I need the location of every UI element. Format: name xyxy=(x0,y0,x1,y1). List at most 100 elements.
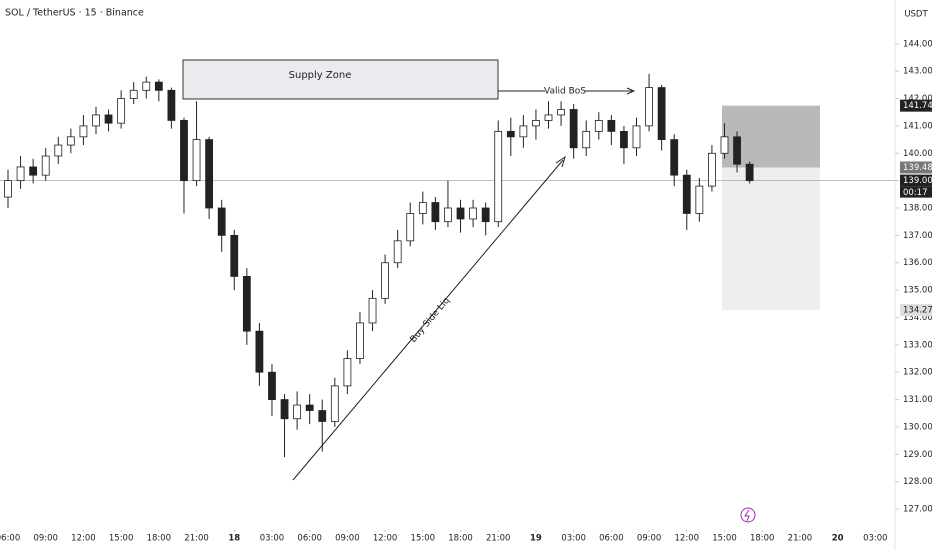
x-tick-label: 06:00 xyxy=(599,534,624,544)
candle-body xyxy=(431,202,440,223)
candle-body xyxy=(569,109,578,149)
candle-body xyxy=(670,139,679,176)
event-icon xyxy=(740,507,756,523)
candle-body xyxy=(16,166,25,182)
candle-body xyxy=(406,213,415,242)
candle-body xyxy=(330,385,339,422)
x-tick-label: 18:00 xyxy=(147,534,172,544)
y-tick-label: 141.00 xyxy=(903,121,932,131)
candle-body xyxy=(192,139,201,182)
x-tick-label: 18 xyxy=(228,534,240,544)
x-tick-label: 19 xyxy=(530,534,542,544)
x-tick-label: 21:00 xyxy=(184,534,209,544)
candle-body xyxy=(544,114,553,121)
candle-body xyxy=(66,136,75,146)
event-icon xyxy=(744,509,750,522)
candle-body xyxy=(230,234,239,277)
candle-body xyxy=(255,330,264,373)
candle-body xyxy=(318,410,327,422)
y-tick-label: 128.00 xyxy=(903,477,932,487)
x-tick-label: 06:00 xyxy=(0,534,20,544)
candle-body xyxy=(582,130,591,149)
candle-body xyxy=(682,174,691,214)
candle-body xyxy=(481,207,490,223)
candle-body xyxy=(393,240,402,264)
y-tick-label: 136.00 xyxy=(903,258,932,268)
liq-line xyxy=(292,159,564,481)
x-tick-label: 18:00 xyxy=(448,534,473,544)
candle-body xyxy=(594,120,603,132)
supply-zone: Supply Zone xyxy=(182,59,499,100)
countdown: 00:17 xyxy=(903,188,928,198)
candle-body xyxy=(645,87,653,127)
price-label: 141.74 xyxy=(903,101,932,111)
candle-body xyxy=(129,89,138,99)
candle-body xyxy=(104,114,113,124)
annotation: Supply Zone xyxy=(289,70,352,81)
candle-body xyxy=(154,81,163,91)
candle-body xyxy=(343,358,352,387)
y-tick-label: 140.00 xyxy=(903,149,932,159)
candle-body xyxy=(142,81,151,91)
price-label-bg xyxy=(900,304,932,317)
candle-body xyxy=(180,120,188,182)
candle-body xyxy=(418,202,427,214)
y-tick-label: 130.00 xyxy=(903,422,932,432)
y-tick-label: 132.00 xyxy=(903,368,932,378)
price-label: 139.48 xyxy=(903,163,932,173)
y-tick-label: 138.00 xyxy=(903,204,932,214)
currency: USDT xyxy=(904,10,928,20)
x-tick-label: 03:00 xyxy=(863,534,888,544)
x-tick-label: 09:00 xyxy=(637,534,662,544)
candle-body xyxy=(506,130,515,138)
candle-body xyxy=(745,163,754,182)
x-tick-label: 03:00 xyxy=(561,534,586,544)
x-tick-label: 21:00 xyxy=(788,534,813,544)
candle-body xyxy=(381,262,390,299)
y-tick-label: 137.00 xyxy=(903,231,932,241)
candle-body xyxy=(217,207,226,236)
candle-body xyxy=(519,125,528,138)
y-tick-label: 131.00 xyxy=(903,395,932,405)
candle-body xyxy=(444,207,452,223)
candle-body xyxy=(720,136,729,154)
candle-body xyxy=(54,144,63,157)
x-tick-label: 15:00 xyxy=(712,534,737,544)
candle-body xyxy=(708,152,716,187)
liq-arrow xyxy=(555,155,566,168)
candle-body xyxy=(657,87,666,140)
price-label: 139.00 xyxy=(903,176,932,186)
candle-body xyxy=(695,185,704,214)
y-tick-label: 142.00 xyxy=(903,94,932,104)
x-tick-label: 12:00 xyxy=(71,534,96,544)
label-bg xyxy=(545,84,585,98)
candle-body xyxy=(4,180,12,198)
annotation: Buy Side Liq xyxy=(409,296,452,345)
candle-body xyxy=(242,276,251,332)
price-label-bg xyxy=(900,99,932,112)
candle-body xyxy=(79,125,88,138)
candle-body xyxy=(268,371,276,400)
candle-body xyxy=(607,120,616,132)
x-tick-label: 20 xyxy=(832,534,844,544)
price-label-bg xyxy=(900,174,932,187)
candle-body xyxy=(494,130,503,223)
x-tick-label: 06:00 xyxy=(297,534,322,544)
stop-zone xyxy=(722,167,820,311)
candle-body xyxy=(305,404,314,411)
candle-body xyxy=(532,120,540,127)
x-tick-label: 12:00 xyxy=(373,534,398,544)
bos-arrow xyxy=(626,87,636,95)
x-tick-label: 21:00 xyxy=(486,534,511,544)
candle-body xyxy=(92,114,100,127)
y-tick-label: 129.00 xyxy=(903,450,932,460)
x-tick-label: 09:00 xyxy=(33,534,58,544)
x-tick-label: 03:00 xyxy=(260,534,285,544)
y-tick-label: 135.00 xyxy=(903,286,932,296)
x-tick-label: 15:00 xyxy=(109,534,134,544)
candle-body xyxy=(293,404,302,420)
annotation: Valid BoS xyxy=(544,87,586,97)
candle-body xyxy=(29,166,38,176)
price-label-bg xyxy=(900,161,932,174)
candle-body xyxy=(368,297,377,324)
